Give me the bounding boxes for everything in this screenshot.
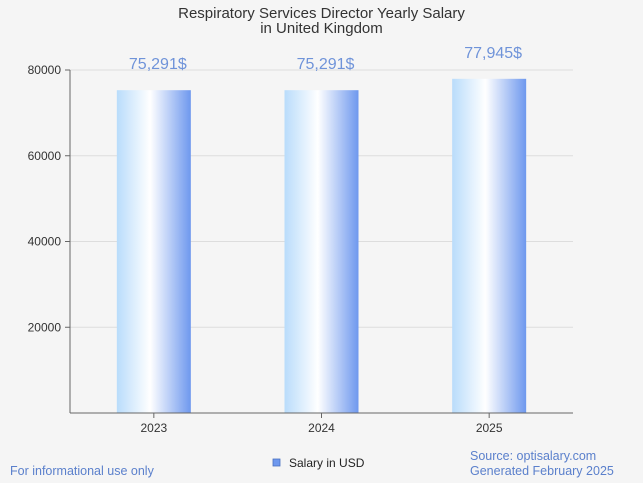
footer-source: Source: optisalary.com (470, 449, 596, 463)
labels: 2023 75,291$ 2024 75,291$ 2025 77,945$ (129, 45, 522, 435)
data-label: 77,945$ (464, 45, 522, 62)
x-tick-label: 2023 (140, 421, 167, 435)
bar-2023[interactable] (116, 90, 191, 414)
x-tick-label: 2025 (476, 421, 503, 435)
footer-generated: Generated February 2025 (470, 464, 614, 478)
bar-2024[interactable] (284, 90, 359, 414)
legend-swatch (272, 458, 281, 467)
chart-title-line-1: Respiratory Services Director Yearly Sal… (178, 5, 465, 22)
y-tick-label: 60000 (28, 149, 62, 163)
y-tick-label: 20000 (28, 320, 62, 334)
y-tick-label: 80000 (28, 63, 62, 77)
bar-2025[interactable] (452, 78, 527, 413)
axes: 20000 40000 60000 80000 (28, 63, 573, 418)
chart-title-line-2: in United Kingdom (260, 20, 383, 37)
data-label: 75,291$ (297, 56, 355, 73)
legend-label: Salary in USD (289, 456, 365, 470)
bars (116, 78, 527, 414)
x-tick-label: 2024 (308, 421, 335, 435)
legend[interactable]: Salary in USD (272, 456, 365, 470)
data-label: 75,291$ (129, 56, 187, 73)
footer-disclaimer: For informational use only (10, 464, 155, 478)
y-tick-label: 40000 (28, 235, 62, 249)
